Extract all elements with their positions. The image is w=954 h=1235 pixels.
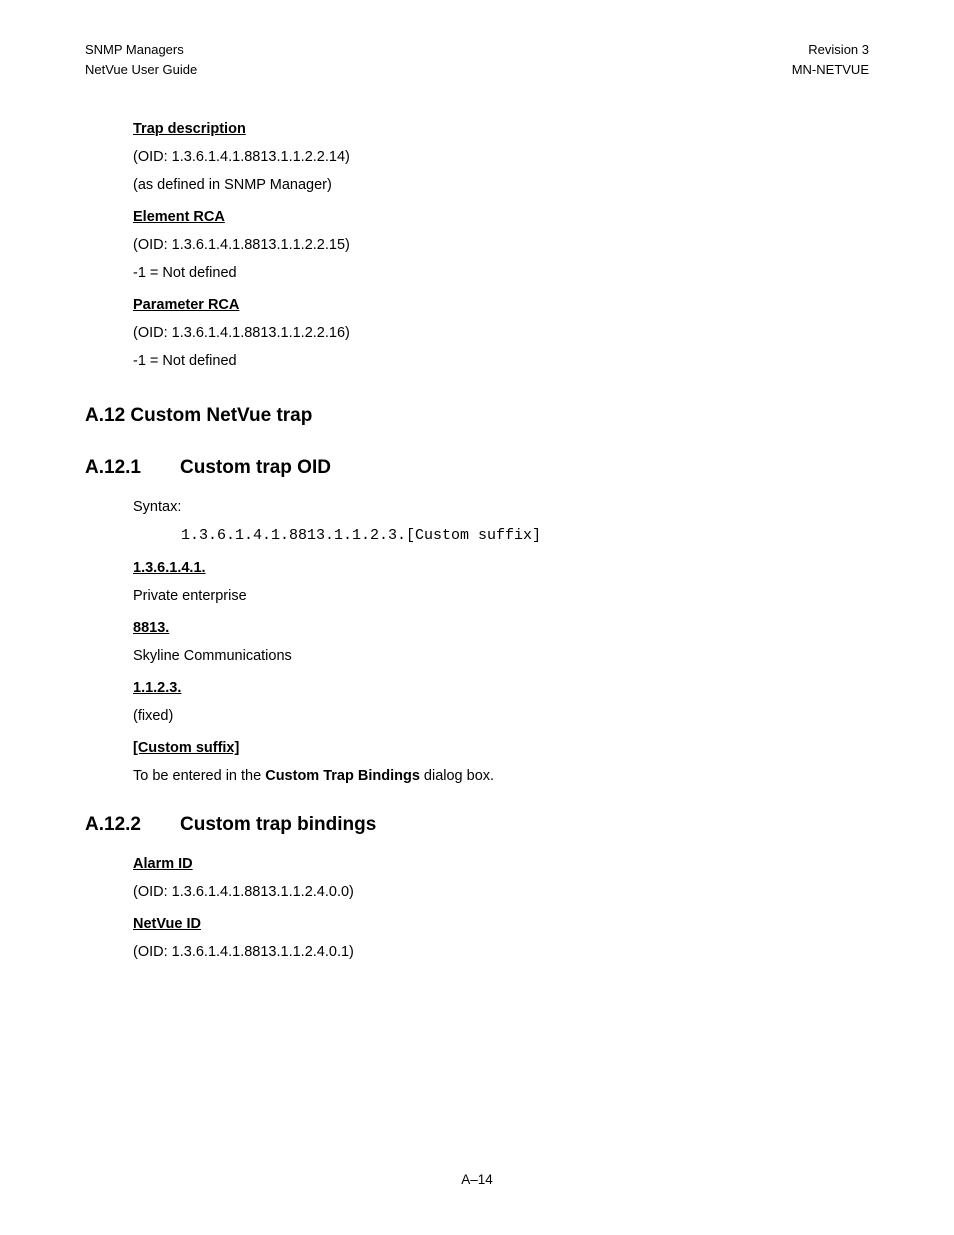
header-left-line2: NetVue User Guide <box>85 60 197 80</box>
term-oid-vendor: 8813. <box>133 620 869 636</box>
content-block: Syntax: 1.3.6.1.4.1.8813.1.1.2.3.[Custom… <box>133 499 869 784</box>
oid-line: (OID: 1.3.6.1.4.1.8813.1.1.2.4.0.1) <box>133 944 869 960</box>
page-footer: A–14 <box>0 1172 954 1187</box>
note-line: (as defined in SNMP Manager) <box>133 177 869 193</box>
header-left: SNMP Managers NetVue User Guide <box>85 40 197 79</box>
heading-a12-1: A.12.1Custom trap OID <box>85 457 869 479</box>
term-oid-prefix: 1.3.6.1.4.1. <box>133 560 869 576</box>
oid-line: (OID: 1.3.6.1.4.1.8813.1.1.2.2.16) <box>133 325 869 341</box>
content-block: Trap description (OID: 1.3.6.1.4.1.8813.… <box>133 121 869 369</box>
heading-number: A.12.2 <box>85 814 180 836</box>
note-line: Private enterprise <box>133 588 869 604</box>
term-alarm-id: Alarm ID <box>133 856 869 872</box>
page-header: SNMP Managers NetVue User Guide Revision… <box>85 40 869 79</box>
heading-title: Custom trap OID <box>180 457 331 478</box>
heading-a12-2: A.12.2Custom trap bindings <box>85 814 869 836</box>
term-parameter-rca: Parameter RCA <box>133 297 869 313</box>
oid-line: (OID: 1.3.6.1.4.1.8813.1.1.2.4.0.0) <box>133 884 869 900</box>
oid-line: (OID: 1.3.6.1.4.1.8813.1.1.2.2.15) <box>133 237 869 253</box>
note-line: -1 = Not defined <box>133 353 869 369</box>
heading-number: A.12.1 <box>85 457 180 479</box>
header-right: Revision 3 MN-NETVUE <box>792 40 869 79</box>
term-trap-description: Trap description <box>133 121 869 137</box>
header-right-line2: MN-NETVUE <box>792 60 869 80</box>
note-line: To be entered in the Custom Trap Binding… <box>133 768 869 784</box>
heading-a12: A.12 Custom NetVue trap <box>85 405 869 427</box>
term-custom-suffix: [Custom suffix] <box>133 740 869 756</box>
note-line: (fixed) <box>133 708 869 724</box>
heading-title: Custom trap bindings <box>180 814 376 835</box>
note-line: Skyline Communications <box>133 648 869 664</box>
document-page: SNMP Managers NetVue User Guide Revision… <box>0 0 954 1235</box>
oid-line: (OID: 1.3.6.1.4.1.8813.1.1.2.2.14) <box>133 149 869 165</box>
syntax-value: 1.3.6.1.4.1.8813.1.1.2.3.[Custom suffix] <box>181 527 869 544</box>
header-right-line1: Revision 3 <box>792 40 869 60</box>
term-oid-fixed: 1.1.2.3. <box>133 680 869 696</box>
note-line: -1 = Not defined <box>133 265 869 281</box>
syntax-label: Syntax: <box>133 499 869 515</box>
bold-span: Custom Trap Bindings <box>265 768 420 784</box>
term-netvue-id: NetVue ID <box>133 916 869 932</box>
content-block: Alarm ID (OID: 1.3.6.1.4.1.8813.1.1.2.4.… <box>133 856 869 960</box>
text-span: dialog box. <box>420 768 494 784</box>
term-element-rca: Element RCA <box>133 209 869 225</box>
text-span: To be entered in the <box>133 768 265 784</box>
header-left-line1: SNMP Managers <box>85 40 197 60</box>
